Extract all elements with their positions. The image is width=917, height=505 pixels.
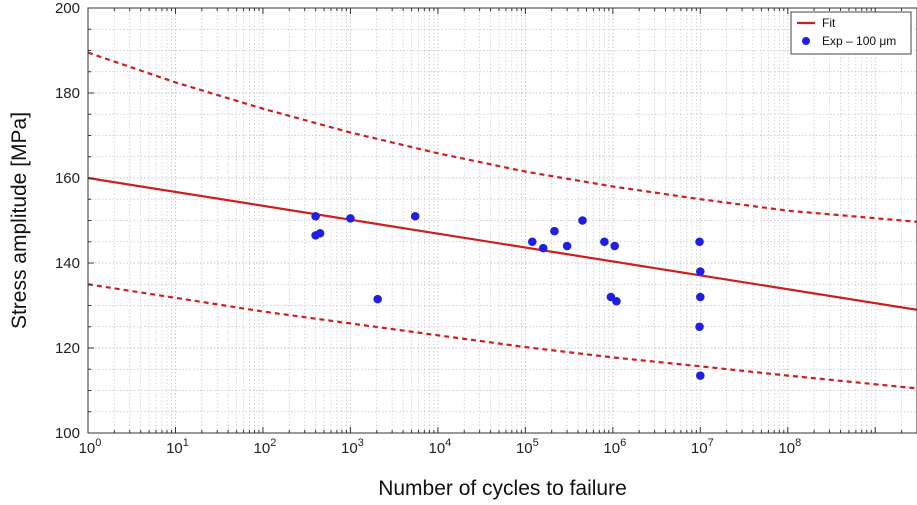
y-tick-label: 140 [55,255,80,272]
data-point [696,292,705,302]
grid [87,7,917,434]
x-tick-label: 108 [778,437,801,457]
data-point [315,228,325,238]
legend-fit-label: Fit [822,16,836,30]
data-point [550,226,559,236]
confidence-bound-line [87,51,917,223]
y-axis-title: Stress amplitude [MPa] [8,112,31,329]
legend-box [790,11,912,55]
x-tick-label: 107 [691,437,714,457]
data-point [578,216,587,225]
data-point [311,211,320,221]
x-tick-label: 106 [603,437,626,457]
y-tick-label: 100 [55,425,80,442]
data-point [527,237,537,247]
y-tick-label: 160 [55,170,80,187]
confidence-bound-line [87,283,917,390]
data-point [612,296,621,306]
data-point [600,237,609,247]
fit-line [87,176,917,311]
data-point [562,241,572,251]
x-axis-title: Number of cycles to failure [378,477,627,500]
series-layer [87,51,917,390]
data-point [538,243,548,253]
x-tick-label: 101 [166,437,189,457]
x-tick-label: 102 [254,437,277,457]
data-point [695,237,704,247]
y-tick-label: 180 [55,85,80,102]
x-tick-label: 104 [428,437,451,457]
data-point [410,211,420,221]
x-tick-label: 103 [341,437,364,457]
data-point [346,214,355,223]
legend-exp-label: Exp – 100 μm [822,34,896,48]
x-tick-label: 105 [516,437,539,457]
data-point [610,241,619,251]
data-point [695,322,704,332]
data-point [373,294,382,304]
y-tick-label: 200 [55,0,80,17]
x-tick-label: 100 [79,437,102,457]
axis-ticks: 100 101 102 103 104 105 106 107 108 100 120 140 160 1… [55,0,917,457]
data-point [696,267,705,276]
data-point [696,371,705,380]
legend: Fit Exp – 100 μm [790,11,912,55]
legend-exp-sample [802,37,810,45]
y-tick-label: 120 [55,340,80,357]
